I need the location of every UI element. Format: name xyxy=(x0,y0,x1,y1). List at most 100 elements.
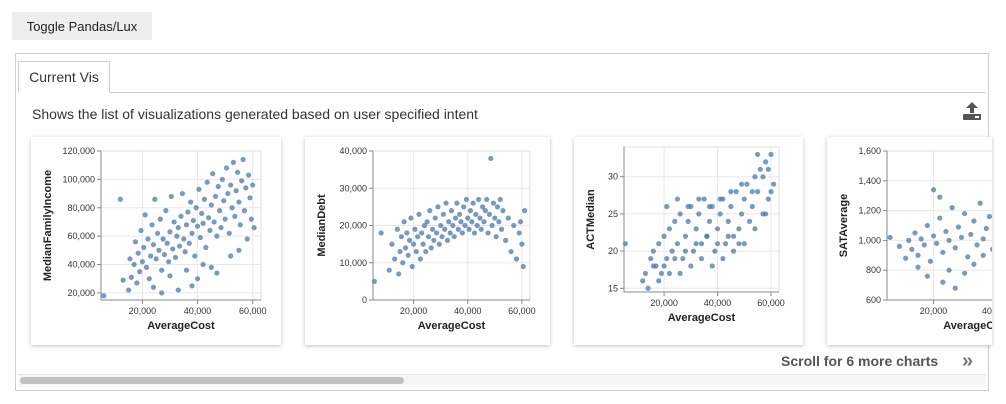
data-point xyxy=(194,223,201,229)
data-point xyxy=(188,199,194,205)
data-point xyxy=(492,215,498,221)
data-point xyxy=(771,181,777,187)
data-point xyxy=(435,204,441,210)
data-point xyxy=(217,208,223,214)
vis-card-act-median[interactable]: 20,000 40,000 60,000 15 20 25 30 AverageCost ACT… xyxy=(574,137,803,345)
data-point xyxy=(961,270,968,276)
data-point xyxy=(432,215,438,221)
data-point xyxy=(131,261,137,268)
data-point xyxy=(208,264,214,270)
data-point xyxy=(946,267,952,273)
data-point xyxy=(768,189,774,195)
vis-card-median-family-income[interactable]: 20,000 40,000 60,000 20,000 40,000 60,000 80,0… xyxy=(31,137,281,345)
data-point xyxy=(466,226,472,232)
data-point xyxy=(650,248,656,254)
data-point xyxy=(101,293,107,299)
vis-card-median-debt[interactable]: 20,000 40,000 60,000 0 10,000 20,000 30,000 40,… xyxy=(305,137,550,345)
data-point xyxy=(912,230,918,236)
data-point xyxy=(749,203,755,210)
data-point xyxy=(400,260,406,266)
data-point xyxy=(175,225,181,231)
data-point xyxy=(396,271,402,277)
data-point xyxy=(394,226,400,232)
data-point xyxy=(685,203,691,210)
data-point xyxy=(749,189,755,195)
data-point xyxy=(915,264,921,270)
data-point xyxy=(986,213,992,220)
y-tick-label: 20 xyxy=(608,246,618,256)
scrollbar-thumb[interactable] xyxy=(20,377,404,384)
data-point xyxy=(903,255,909,261)
data-point xyxy=(165,259,172,265)
data-point xyxy=(183,267,190,273)
data-point xyxy=(215,183,221,190)
data-point xyxy=(179,190,185,197)
data-point xyxy=(927,258,934,264)
x-axis-title: AverageCost xyxy=(943,320,992,332)
data-point xyxy=(148,253,154,259)
data-point xyxy=(937,215,943,221)
data-point xyxy=(484,196,490,203)
y-tick-label: 0 xyxy=(362,295,367,305)
data-point xyxy=(120,277,126,283)
double-chevron-right-icon[interactable]: » xyxy=(962,350,974,372)
scatter-chart-act-median: 20,000 40,000 60,000 15 20 25 30 AverageCost ACT… xyxy=(585,146,785,324)
data-point xyxy=(199,210,205,217)
data-point xyxy=(930,233,937,239)
data-point xyxy=(648,255,654,262)
export-upload-icon[interactable] xyxy=(961,100,983,122)
data-point xyxy=(233,188,239,194)
horizontal-scrollbar[interactable] xyxy=(18,374,986,387)
x-tick-label: 40,000 xyxy=(184,306,212,316)
data-point xyxy=(409,263,415,270)
data-point xyxy=(139,259,145,265)
data-point xyxy=(712,248,718,254)
data-point xyxy=(127,256,133,262)
y-tick-label: 15 xyxy=(608,283,618,293)
data-point xyxy=(241,208,248,214)
data-point xyxy=(971,218,977,224)
data-point xyxy=(413,248,419,255)
data-point xyxy=(467,208,474,214)
data-point xyxy=(763,211,769,217)
data-point xyxy=(134,280,140,286)
data-point xyxy=(520,263,526,270)
y-tick-label: 600 xyxy=(866,295,881,305)
vis-card-sat-average[interactable]: 20,00040,00060,0006008001,0001,2001,4001… xyxy=(827,137,992,345)
data-point xyxy=(189,230,195,236)
tab-current-vis[interactable]: Current Vis xyxy=(18,61,110,93)
x-tick-label: 40,000 xyxy=(454,306,482,316)
scroll-more-charts-text: Scroll for 6 more charts xyxy=(781,353,939,369)
data-point xyxy=(251,225,257,231)
data-point xyxy=(193,205,199,211)
data-point xyxy=(425,234,432,240)
data-point xyxy=(765,196,771,202)
data-point xyxy=(214,233,220,239)
data-point xyxy=(645,285,651,291)
data-point xyxy=(421,222,428,229)
data-point xyxy=(461,204,467,210)
data-point xyxy=(486,211,492,217)
data-point xyxy=(416,211,422,217)
data-point xyxy=(669,248,675,254)
data-point xyxy=(677,211,683,217)
data-point xyxy=(640,278,646,284)
data-point xyxy=(228,253,234,259)
data-point xyxy=(446,219,452,225)
data-point xyxy=(424,219,430,225)
data-point xyxy=(386,267,392,273)
data-point xyxy=(693,226,699,232)
x-tick-label: 60,000 xyxy=(239,306,267,316)
data-point xyxy=(196,186,202,192)
data-point xyxy=(887,234,893,241)
data-point xyxy=(682,248,689,254)
data-point xyxy=(459,230,465,236)
data-point xyxy=(423,248,429,255)
data-point xyxy=(477,215,483,221)
data-point xyxy=(725,233,731,239)
data-point xyxy=(937,194,943,200)
data-point xyxy=(744,181,750,187)
points-group xyxy=(371,155,528,284)
data-point xyxy=(463,196,469,203)
toggle-pandas-lux-button[interactable]: Toggle Pandas/Lux xyxy=(12,12,152,40)
